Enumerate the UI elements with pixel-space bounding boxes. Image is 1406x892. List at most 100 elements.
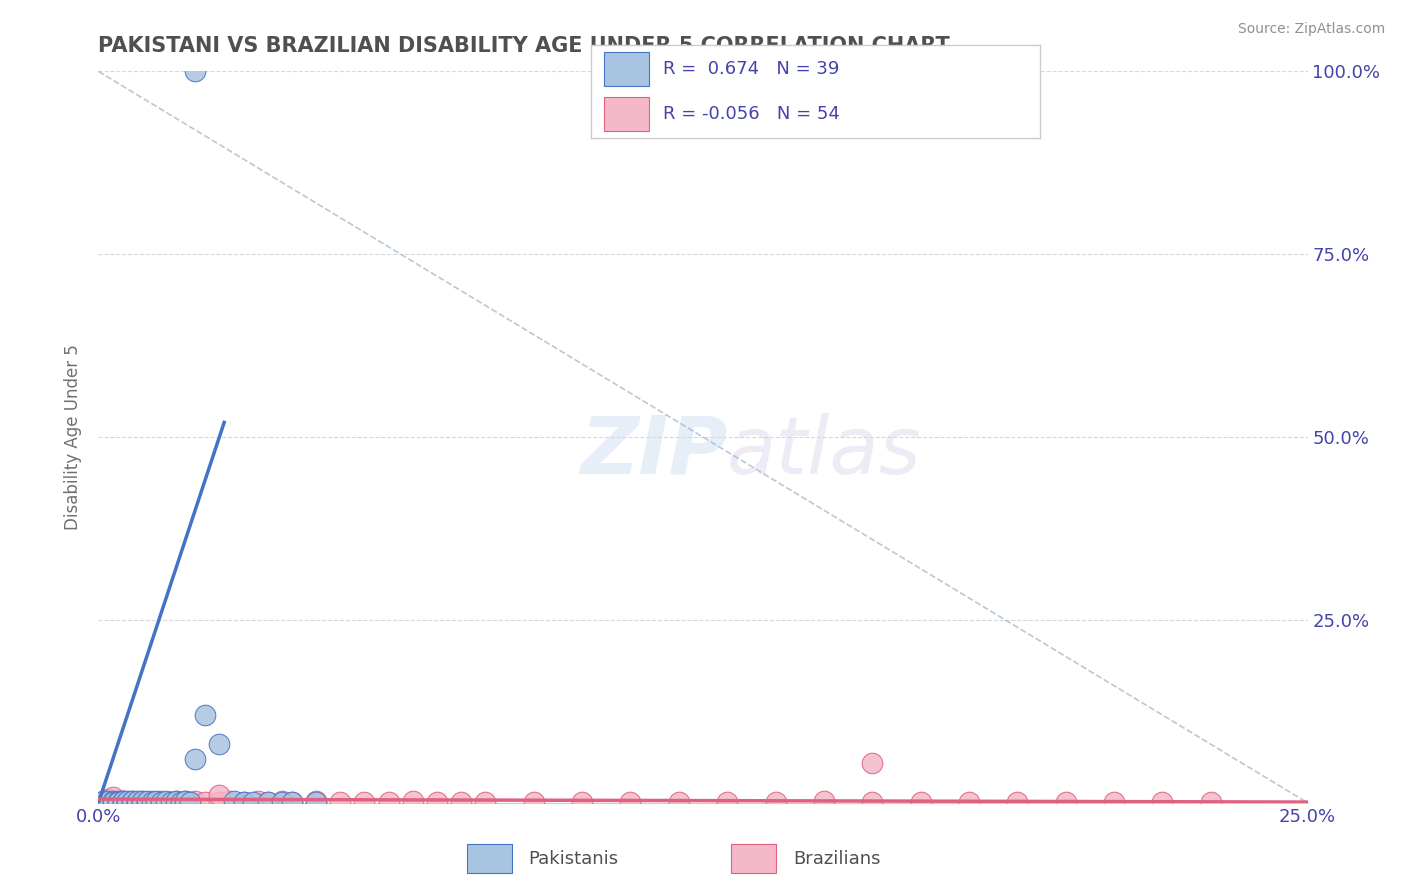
Point: [174, 794, 197, 808]
Point: [101, 794, 124, 808]
Point: [247, 794, 270, 808]
Point: [222, 794, 245, 808]
Point: [305, 794, 328, 808]
Bar: [605, 97, 650, 131]
Point: [256, 795, 278, 809]
Point: [426, 795, 449, 809]
Point: [1199, 795, 1222, 809]
Bar: [605, 52, 650, 86]
Point: [232, 795, 254, 809]
Text: R = -0.056   N = 54: R = -0.056 N = 54: [662, 105, 839, 123]
Point: [571, 795, 593, 809]
Point: [1054, 795, 1077, 809]
Point: [111, 794, 134, 808]
Bar: [467, 844, 512, 873]
Text: Pakistanis: Pakistanis: [529, 849, 619, 868]
Point: [169, 795, 191, 809]
Point: [474, 795, 496, 809]
Text: PAKISTANI VS BRAZILIAN DISABILITY AGE UNDER 5 CORRELATION CHART: PAKISTANI VS BRAZILIAN DISABILITY AGE UN…: [98, 36, 950, 56]
Point: [107, 795, 129, 809]
Point: [179, 795, 201, 809]
Point: [145, 795, 167, 809]
Point: [97, 792, 120, 806]
Point: [957, 795, 980, 809]
Point: [127, 794, 149, 808]
Point: [135, 794, 157, 808]
Point: [101, 795, 124, 809]
Text: Source: ZipAtlas.com: Source: ZipAtlas.com: [1237, 22, 1385, 37]
Point: [860, 756, 883, 770]
Point: [281, 795, 304, 809]
Point: [141, 794, 163, 808]
Point: [111, 794, 134, 808]
Point: [232, 795, 254, 809]
Point: [135, 795, 157, 809]
Point: [117, 795, 139, 809]
Point: [208, 795, 231, 809]
Text: Brazilians: Brazilians: [793, 849, 880, 868]
Point: [169, 795, 191, 809]
Point: [765, 795, 787, 809]
Point: [160, 795, 183, 809]
Point: [121, 794, 143, 808]
Y-axis label: Disability Age Under 5: Disability Age Under 5: [65, 344, 83, 530]
Point: [716, 795, 738, 809]
Point: [450, 795, 472, 809]
Point: [121, 794, 143, 808]
Point: [910, 795, 932, 809]
Point: [127, 795, 149, 809]
Point: [281, 795, 304, 809]
Point: [218, 794, 240, 808]
Point: [127, 795, 149, 809]
Text: R =  0.674   N = 39: R = 0.674 N = 39: [662, 60, 839, 78]
Point: [165, 794, 187, 808]
Point: [101, 794, 124, 808]
Point: [305, 795, 328, 809]
Point: [117, 795, 139, 809]
Point: [131, 794, 153, 808]
Point: [402, 794, 425, 808]
Point: [107, 795, 129, 809]
Point: [194, 795, 217, 809]
Point: [242, 795, 264, 809]
Point: [174, 794, 197, 808]
Text: atlas: atlas: [727, 413, 922, 491]
Point: [256, 795, 278, 809]
Point: [150, 794, 173, 808]
Point: [184, 794, 207, 808]
Point: [271, 794, 294, 808]
Point: [150, 795, 173, 809]
Point: [194, 708, 217, 723]
Point: [131, 794, 153, 808]
Point: [165, 794, 187, 808]
Point: [117, 794, 139, 808]
Point: [107, 794, 129, 808]
Point: [377, 795, 399, 809]
Point: [141, 795, 163, 809]
Point: [145, 794, 167, 808]
Point: [184, 752, 207, 766]
Point: [329, 795, 352, 809]
Point: [97, 794, 120, 808]
Point: [91, 794, 114, 808]
Point: [813, 794, 835, 808]
Point: [155, 794, 177, 808]
Bar: [731, 844, 776, 873]
Point: [353, 795, 375, 809]
Point: [97, 795, 120, 809]
Point: [1007, 795, 1029, 809]
Point: [179, 795, 201, 809]
Point: [208, 737, 231, 751]
Point: [111, 794, 134, 808]
Point: [271, 795, 294, 809]
Point: [184, 64, 207, 78]
Point: [619, 795, 641, 809]
Point: [208, 789, 231, 803]
Point: [1102, 795, 1125, 809]
Point: [91, 794, 114, 808]
Point: [860, 795, 883, 809]
Point: [101, 789, 124, 804]
Point: [135, 795, 157, 809]
Point: [121, 795, 143, 809]
Point: [1152, 795, 1174, 809]
